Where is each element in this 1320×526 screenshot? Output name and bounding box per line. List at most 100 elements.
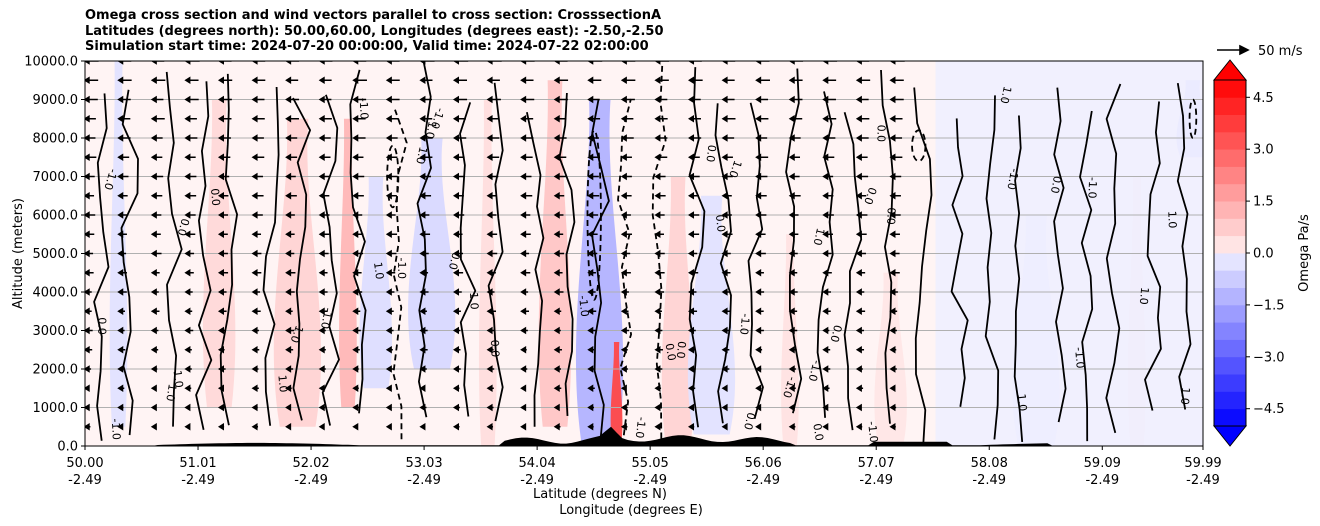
wind-vector-13-4500 (520, 268, 531, 277)
wind-vector-12-8000 (486, 134, 500, 142)
wind-vector-21-10000 (788, 61, 804, 65)
wind-vector-17-1000 (654, 403, 661, 412)
wind-vector-13-2000 (520, 365, 528, 373)
wind-vector-3-4000 (184, 288, 193, 296)
wind-vector-0-1000 (85, 403, 90, 412)
wind-vector-24-9000 (889, 95, 904, 104)
wind-vector-24-2500 (889, 345, 897, 354)
wind-vector-6-2500 (285, 345, 294, 354)
contour-label-32: -1.0 (395, 257, 408, 279)
wind-vector-8-1000 (352, 403, 360, 412)
wind-vector-3-8000 (184, 134, 198, 142)
wind-vector-7-3500 (318, 307, 328, 316)
wind-vector-13-7000 (520, 172, 532, 181)
wind-vector-19-3500 (721, 307, 731, 316)
contour-label-14: -1.0 (865, 421, 880, 444)
wind-vector-20-7000 (755, 172, 768, 181)
wind-vector-2-6500 (150, 191, 163, 200)
colorbar-tick-label-5: −3.0 (1253, 350, 1285, 365)
wind-vector-14-8500 (553, 114, 567, 123)
wind-vector-23-4500 (855, 268, 866, 277)
x-axis-label-2: Longitude (degrees E) (559, 503, 703, 518)
wind-vector-2-9000 (150, 95, 164, 104)
x-tick-lat-9: 59.09 (1084, 456, 1121, 471)
wind-vector-19-1000 (721, 403, 728, 412)
wind-vector-19-7500 (721, 153, 733, 162)
wind-vector-0-6500 (85, 191, 95, 200)
wind-vector-19-4000 (721, 288, 730, 296)
wind-vector-6-6500 (285, 191, 297, 200)
wind-vector-20-2500 (755, 345, 763, 354)
wind-vector-4-1500 (217, 384, 225, 393)
wind-vector-9-9000 (385, 95, 400, 104)
wind-vector-5-500 (251, 422, 259, 431)
wind-vector-5-5000 (251, 249, 262, 258)
wind-vector-9-6000 (385, 211, 396, 219)
wind-vector-1-10000 (117, 61, 132, 65)
wind-vector-10-6500 (419, 191, 432, 200)
wind-vector-15-4000 (587, 288, 596, 296)
x-tick-lon-3: -2.49 (407, 473, 441, 488)
wind-vector-11-2500 (452, 345, 461, 354)
wind-vector-7-1500 (318, 384, 326, 393)
wind-vector-2-7500 (150, 153, 163, 162)
wind-vector-1-1000 (117, 403, 124, 412)
omega-region-9 (610, 342, 623, 446)
colorbar-level-12 (1214, 201, 1246, 219)
contour-line-8 (349, 69, 367, 414)
wind-vector-0-4500 (85, 268, 94, 277)
wind-vector-12-4000 (486, 288, 495, 296)
wind-vector-18-2000 (688, 365, 696, 373)
wind-vector-4-2500 (217, 345, 225, 354)
wind-vector-2-1500 (150, 384, 157, 393)
wind-vector-11-9500 (452, 76, 468, 85)
wind-vector-13-1000 (520, 403, 527, 412)
contour-line-31 (1105, 83, 1122, 434)
wind-vector-10-2000 (419, 365, 427, 373)
wind-vector-4-6500 (217, 191, 229, 200)
wind-vector-19-7000 (721, 172, 733, 181)
wind-vector-19-6500 (721, 191, 732, 200)
wind-vector-24-2000 (889, 365, 897, 373)
wind-vector-14-6500 (553, 191, 565, 200)
wind-vector-11-9000 (452, 95, 468, 104)
wind-vector-18-9500 (688, 76, 703, 85)
wind-vector-6-500 (285, 422, 292, 431)
wind-vector-0-10000 (85, 61, 99, 65)
wind-vector-9-8500 (385, 114, 399, 123)
wind-vector-2-2000 (150, 365, 158, 373)
wind-vector-21-2500 (788, 345, 797, 354)
contour-label-31: 1.0 (275, 374, 289, 393)
wind-vector-6-2000 (285, 365, 294, 373)
wind-vector-5-2000 (251, 365, 259, 373)
wind-vector-3-1000 (184, 403, 191, 412)
wind-vector-24-9500 (889, 76, 904, 85)
wind-vector-14-8000 (553, 134, 567, 142)
wind-vector-21-4500 (788, 268, 798, 277)
colorbar-tick-label-6: −4.5 (1253, 402, 1285, 417)
wind-vector-13-1500 (520, 384, 527, 393)
wind-vector-7-7000 (318, 172, 330, 181)
wind-vector-18-5000 (688, 249, 698, 258)
x-tick-lat-6: 56.06 (745, 456, 782, 471)
wind-vector-19-6000 (721, 211, 732, 219)
wind-vector-2-4500 (150, 268, 160, 277)
x-tick-lat-8: 58.08 (971, 456, 1008, 471)
wind-vector-17-9500 (654, 76, 669, 85)
contour-line-28 (1013, 115, 1024, 442)
y-tick-label-1: 1000.0 (33, 401, 79, 416)
wind-vector-0-2000 (85, 365, 92, 373)
wind-vector-21-500 (788, 422, 796, 431)
wind-vector-22-6000 (822, 211, 834, 219)
colorbar-level-16 (1214, 131, 1246, 150)
y-tick-label-7: 7000.0 (33, 170, 79, 185)
wind-vector-21-7000 (788, 172, 800, 181)
wind-vector-13-9500 (520, 76, 534, 85)
wind-vector-9-4500 (385, 268, 396, 277)
wind-vector-5-5500 (251, 230, 262, 239)
wind-vector-1-7000 (117, 172, 129, 181)
y-tick-label-9: 9000.0 (33, 93, 79, 108)
wind-vector-5-4000 (251, 288, 261, 296)
wind-vector-7-8500 (318, 114, 332, 123)
wind-vector-14-5000 (553, 249, 565, 258)
